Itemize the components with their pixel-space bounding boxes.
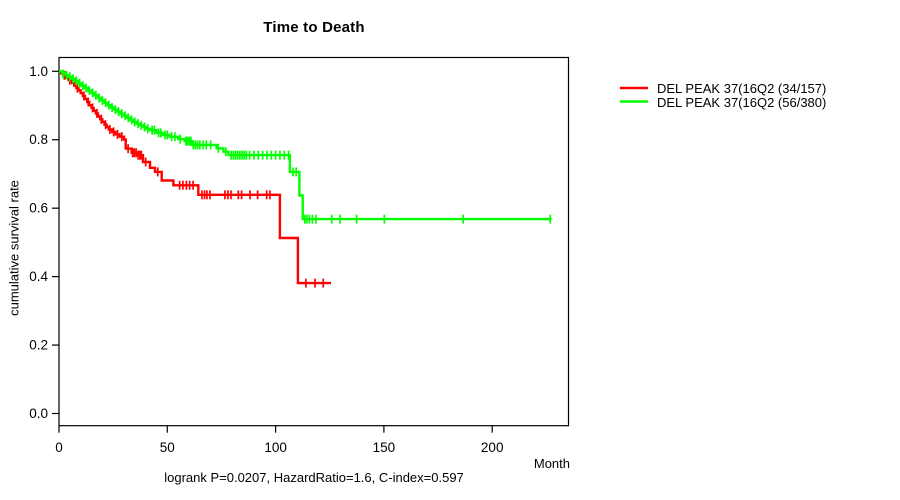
x-tick-label: 150 <box>373 440 396 455</box>
y-axis-label: cumulative survival rate <box>6 180 22 316</box>
y-tick-label: 0.6 <box>29 201 48 216</box>
x-tick-label: 200 <box>481 440 504 455</box>
survival-curve-green <box>59 70 552 221</box>
survival-curve-red <box>59 70 331 285</box>
legend-label-green-group: DEL PEAK 37(16Q2 (56/380) <box>657 94 827 110</box>
chart-title: Time to Death <box>263 19 365 36</box>
plot-border <box>58 56 570 427</box>
y-tick-label: 0.8 <box>29 132 48 147</box>
x-tick-label: 50 <box>160 440 175 455</box>
x-axis-label: Month <box>533 456 570 471</box>
stats-footnote: logrank P=0.0207, HazardRatio=1.6, C-ind… <box>164 470 464 485</box>
x-tick-label: 0 <box>55 440 63 455</box>
y-tick-label: 0.2 <box>29 338 48 353</box>
y-tick-label: 0.0 <box>29 406 48 421</box>
y-tick-label: 0.4 <box>29 269 48 284</box>
y-tick-label: 1.0 <box>29 64 48 79</box>
x-tick-label: 100 <box>264 440 287 455</box>
legend-label-red-group: DEL PEAK 37(16Q2 (34/157) <box>657 81 827 96</box>
